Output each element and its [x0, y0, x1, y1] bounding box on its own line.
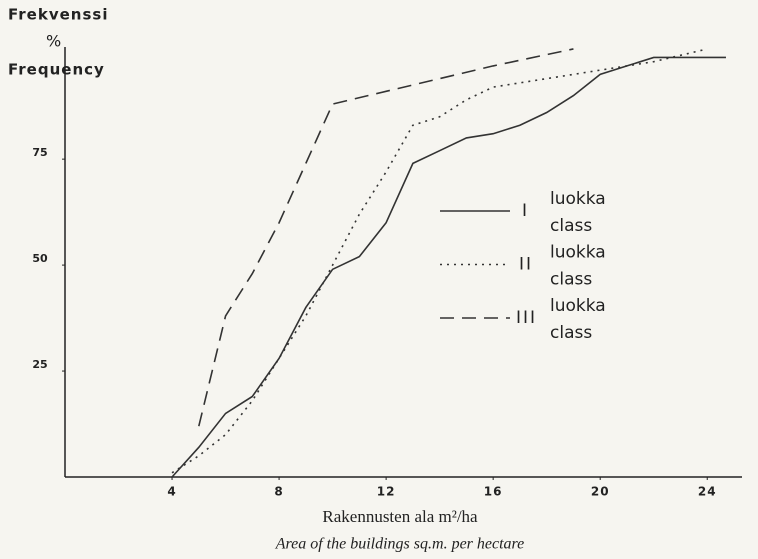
y-label: Frequency [8, 61, 105, 79]
legend-text: luokka [550, 296, 606, 316]
legend-text: luokka [550, 243, 606, 263]
legend-text: class [550, 270, 592, 290]
y-label: Frekvenssi [8, 6, 108, 24]
y-tick-label: 25 [32, 358, 47, 371]
legend-text: luokka [550, 189, 606, 209]
series-line [171, 56, 726, 478]
y-label: % [46, 32, 61, 51]
x-tick-label: 24 [698, 485, 717, 499]
y-tick-label: 75 [32, 146, 47, 159]
x-tick-label: 12 [377, 485, 396, 499]
x-tick-label: 16 [484, 485, 503, 499]
x-label-en: Area of the buildings sq.m. per hectare [275, 536, 525, 553]
legend-label: I [522, 201, 529, 221]
series-line [198, 48, 574, 427]
x-label: Rakennusten ala m²/ha [322, 507, 478, 526]
x-tick-label: 4 [167, 485, 176, 499]
x-tick-label: 8 [274, 485, 283, 499]
y-tick-label: 50 [32, 252, 48, 265]
legend-text: class [550, 216, 592, 236]
x-tick-label: 20 [591, 485, 610, 499]
legend-label: II [519, 255, 533, 275]
legend-text: class [550, 323, 592, 343]
series-line [171, 48, 708, 474]
legend-label: III [516, 308, 537, 328]
